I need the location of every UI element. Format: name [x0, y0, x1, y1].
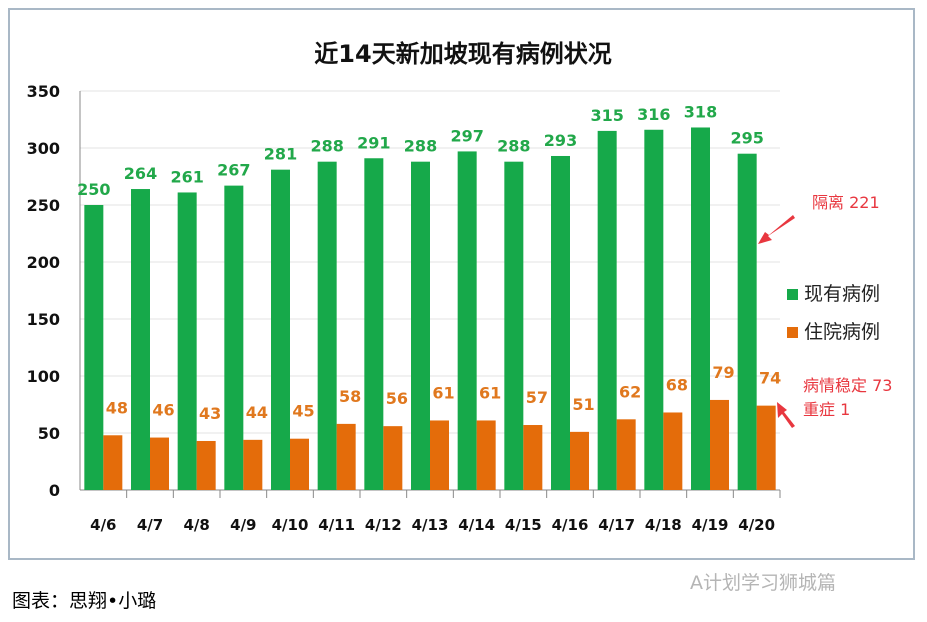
data-label: 43 [199, 404, 221, 423]
data-label: 288 [310, 137, 343, 156]
arrow-icon [758, 215, 795, 244]
data-label: 62 [619, 382, 641, 401]
bar-current [504, 161, 524, 490]
watermark: A计划学习狮城篇 [690, 572, 836, 594]
data-label: 288 [404, 137, 437, 156]
bar-hospitalized [103, 435, 123, 490]
legend-label: 住院病例 [804, 321, 880, 343]
data-label: 74 [759, 369, 781, 388]
bar-hospitalized [336, 423, 356, 490]
data-label: 267 [217, 161, 250, 180]
x-tick-label: 4/18 [645, 516, 682, 534]
data-label: 250 [77, 180, 110, 199]
y-tick-label: 300 [27, 139, 60, 158]
bar-current [177, 192, 197, 490]
data-label: 51 [572, 395, 594, 414]
data-label: 45 [292, 402, 314, 421]
x-tick-label: 4/6 [90, 516, 116, 534]
x-tick-label: 4/19 [692, 516, 729, 534]
x-tick-label: 4/11 [318, 516, 355, 534]
y-tick-label: 200 [27, 253, 60, 272]
data-label: 61 [432, 383, 454, 402]
data-label: 261 [170, 167, 203, 186]
x-tick-label: 4/13 [412, 516, 449, 534]
y-tick-label: 250 [27, 196, 60, 215]
bar-hospitalized [290, 438, 309, 490]
bar-current [691, 127, 710, 490]
bar-hospitalized [663, 412, 683, 490]
x-tick-label: 4/15 [505, 516, 542, 534]
bar-hospitalized [196, 440, 216, 490]
x-tick-label: 4/17 [598, 516, 635, 534]
chart-title: 近14天新加坡现有病例状况 [314, 40, 611, 68]
bar-current [597, 130, 617, 490]
bar-current [551, 155, 570, 491]
data-label: 291 [357, 133, 390, 152]
data-label: 315 [590, 106, 623, 125]
data-label: 295 [730, 129, 763, 148]
bar-current [457, 151, 477, 491]
bar-hospitalized [710, 399, 729, 490]
data-label: 288 [497, 137, 530, 156]
data-label: 68 [666, 375, 688, 394]
data-label: 297 [450, 126, 483, 145]
data-label: 281 [264, 145, 297, 164]
bar-hospitalized [756, 405, 776, 490]
bar-current [317, 161, 337, 490]
bar-current [644, 129, 664, 490]
data-label: 318 [684, 102, 717, 121]
data-label: 57 [526, 388, 548, 407]
y-tick-label: 50 [38, 424, 60, 443]
y-tick-label: 350 [27, 82, 60, 101]
legend-swatch [787, 289, 798, 300]
bar-hospitalized [383, 426, 403, 490]
bar-hospitalized [476, 420, 496, 490]
bar-hospitalized [150, 437, 169, 490]
x-tick-label: 4/20 [738, 516, 775, 534]
x-tick-label: 4/8 [183, 516, 209, 534]
bar-current [84, 205, 104, 490]
data-label: 48 [106, 398, 128, 417]
data-label: 44 [246, 403, 268, 422]
data-label: 79 [712, 363, 734, 382]
data-label: 264 [124, 164, 157, 183]
data-label: 58 [339, 387, 361, 406]
bar-hospitalized [616, 419, 636, 490]
chart-frame [8, 8, 915, 560]
bar-current [737, 153, 757, 490]
x-tick-label: 4/14 [458, 516, 495, 534]
x-tick-label: 4/12 [365, 516, 402, 534]
y-tick-label: 0 [49, 481, 60, 500]
bar-hospitalized [523, 425, 543, 490]
data-label: 293 [544, 131, 577, 150]
y-tick-label: 100 [27, 367, 60, 386]
x-tick-label: 4/7 [137, 516, 163, 534]
x-tick-label: 4/10 [272, 516, 309, 534]
chart-caption: 图表：思翔•小璐 [12, 590, 157, 612]
bar-current [364, 158, 384, 490]
data-label: 316 [637, 105, 670, 124]
data-label: 46 [152, 401, 174, 420]
x-tick-label: 4/16 [552, 516, 589, 534]
annotation-stable: 病情稳定 73 [803, 376, 893, 395]
data-label: 61 [479, 383, 501, 402]
arrow-icon [777, 402, 795, 428]
legend-label: 现有病例 [804, 283, 880, 305]
x-tick-label: 4/9 [230, 516, 256, 534]
bar-current [224, 185, 244, 490]
annotation-isolation: 隔离 221 [812, 193, 880, 212]
legend-swatch [787, 327, 798, 338]
y-tick-label: 150 [27, 310, 60, 329]
bar-hospitalized [430, 420, 449, 490]
bar-current [411, 161, 430, 490]
data-label: 56 [386, 389, 408, 408]
bar-current [131, 189, 150, 491]
bar-hospitalized [570, 431, 589, 490]
annotation-critical: 重症 1 [803, 400, 851, 419]
bar-hospitalized [243, 439, 263, 490]
bar-current [271, 169, 290, 490]
